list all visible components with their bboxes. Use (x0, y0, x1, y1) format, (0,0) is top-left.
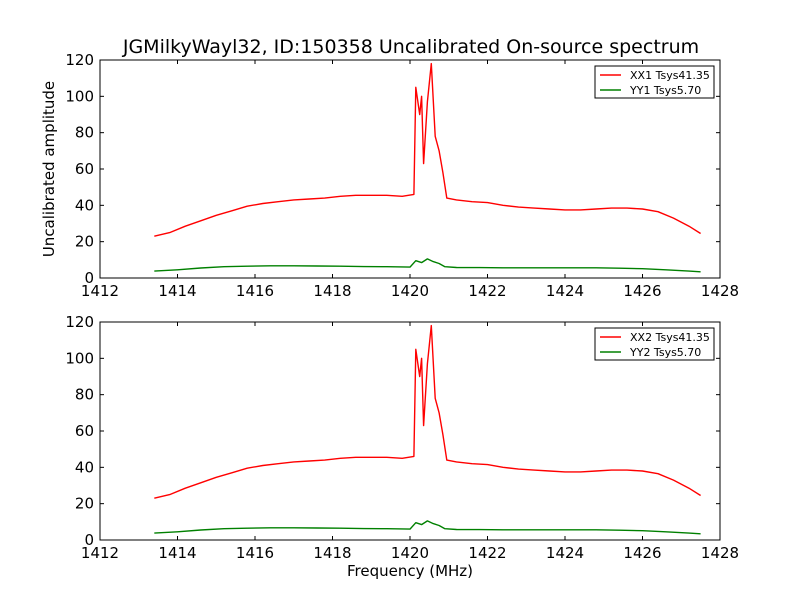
plot-panel-1: 1412 1414 1416 1418 1420 1422 1424 1426 1428 0 20 4… (65, 51, 739, 300)
x-axis-label: Frequency (MHz) (347, 562, 473, 580)
x-tick-label: 1424 (546, 282, 584, 300)
y-tick-label: 40 (75, 458, 94, 476)
legend: XX2 Tsys41.35 YY2 Tsys5.70 (594, 327, 715, 361)
plot-panel-2: 1412 1414 1416 1418 1420 1422 1424 1426 1428 0 20 4… (65, 313, 739, 562)
legend-label: XX2 Tsys41.35 (630, 331, 710, 344)
y-tick-label: 0 (84, 531, 94, 549)
x-tick-label: 1428 (701, 282, 739, 300)
series-line-xx2 (154, 324, 701, 499)
y-tick-label: 60 (75, 422, 94, 440)
legend-label: YY1 Tsys5.70 (629, 84, 701, 97)
y-tick-label: 100 (65, 349, 94, 367)
series-group (154, 62, 701, 273)
x-tick-label: 1412 (81, 544, 119, 562)
series-line-yy1 (154, 258, 701, 273)
y-tick-label: 80 (75, 386, 94, 404)
x-tick-label: 1426 (623, 282, 661, 300)
x-tick-label: 1422 (468, 544, 506, 562)
x-tick-label: 1414 (158, 544, 196, 562)
y-tick-label: 60 (75, 160, 94, 178)
legend-label: YY2 Tsys5.70 (629, 346, 701, 359)
y-tick-label: 80 (75, 124, 94, 142)
legend-box (594, 65, 715, 99)
y-tick-label: 40 (75, 196, 94, 214)
legend-box (594, 327, 715, 361)
x-tick-label: 1414 (158, 282, 196, 300)
y-tick-label: 120 (65, 51, 94, 69)
y-tick-label: 100 (65, 87, 94, 105)
x-tick-label: 1418 (313, 282, 351, 300)
legend-label: XX1 Tsys41.35 (630, 69, 710, 82)
series-line-yy2 (154, 520, 701, 535)
x-tick-label: 1416 (236, 282, 274, 300)
x-tick-label: 1426 (623, 544, 661, 562)
y-tick-label: 0 (84, 269, 94, 287)
x-tick-label: 1416 (236, 544, 274, 562)
x-tick-label: 1412 (81, 282, 119, 300)
x-tick-label: 1424 (546, 544, 584, 562)
y-axis-label: Uncalibrated amplitude (40, 81, 58, 257)
x-tick-label: 1418 (313, 544, 351, 562)
chart-title: JGMilkyWayl32, ID:150358 Uncalibrated On… (122, 36, 699, 58)
y-tick-label: 20 (75, 233, 94, 251)
series-line-xx1 (154, 62, 701, 237)
x-tick-label: 1422 (468, 282, 506, 300)
x-tick-label: 1420 (391, 544, 429, 562)
series-group (154, 324, 701, 535)
x-tick-label: 1420 (391, 282, 429, 300)
y-tick-label: 120 (65, 313, 94, 331)
y-tick-label: 20 (75, 495, 94, 513)
legend: XX1 Tsys41.35 YY1 Tsys5.70 (594, 65, 715, 99)
x-tick-label: 1428 (701, 544, 739, 562)
